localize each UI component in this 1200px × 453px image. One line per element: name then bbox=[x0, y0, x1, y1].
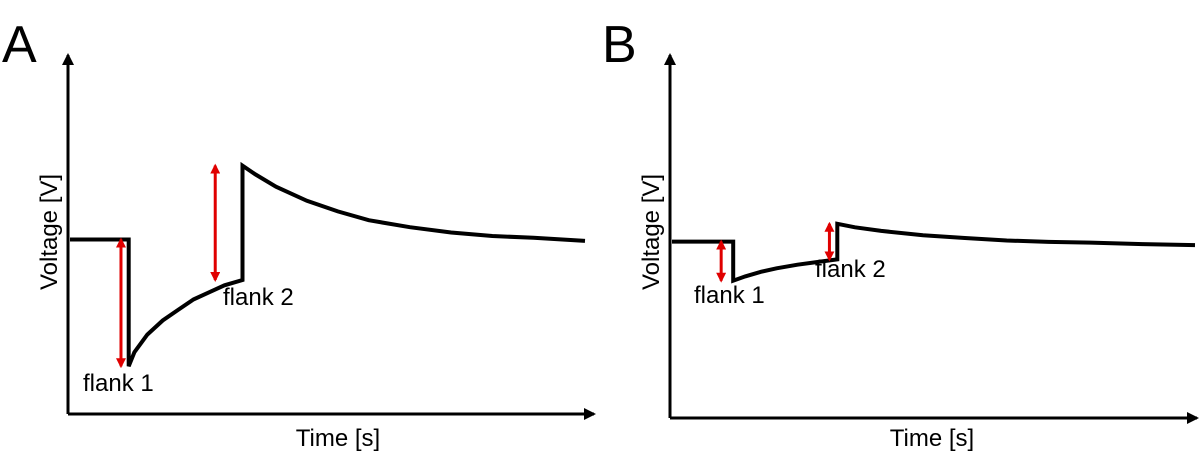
voltage-curve-b bbox=[672, 221, 1196, 284]
panel-label-b: B bbox=[602, 16, 637, 74]
flank-1-label-a: flank 1 bbox=[83, 370, 154, 397]
x-axis-label-a: Time [s] bbox=[296, 425, 380, 452]
panel-b: B Voltage [V] Time [s] flank 1 flank 2 bbox=[602, 16, 1199, 452]
flank-2-label-a: flank 2 bbox=[223, 284, 294, 311]
x-axis-label-b: Time [s] bbox=[890, 425, 974, 452]
panel-a: A Voltage [V] Time [s] flank 1 flank 2 bbox=[2, 16, 596, 452]
flank-1-label-b: flank 1 bbox=[694, 282, 765, 309]
voltage-curve-a bbox=[70, 161, 586, 367]
y-axis-label-b: Voltage [V] bbox=[638, 174, 665, 290]
y-axis-label-a: Voltage [V] bbox=[36, 174, 63, 290]
panel-label-a: A bbox=[2, 16, 37, 74]
flank-2-label-b: flank 2 bbox=[815, 256, 886, 283]
